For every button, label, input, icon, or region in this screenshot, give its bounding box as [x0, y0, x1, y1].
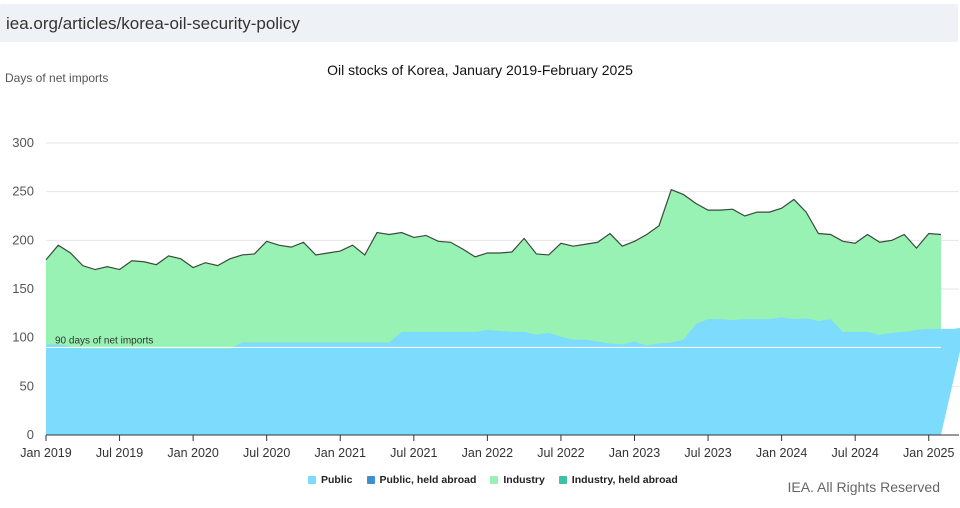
legend-label-industry-held-abroad: Industry, held abroad	[571, 474, 678, 486]
legend-label-public: Public	[321, 474, 353, 486]
legend: Public Public, held abroad Industry Indu…	[308, 474, 678, 486]
x-tick-label: Jul 2022	[537, 446, 584, 460]
x-tick-label: Jan 2024	[756, 446, 807, 460]
y-tick-label: 200	[12, 232, 34, 247]
y-tick-label: 300	[12, 135, 34, 150]
y-tick-label: 150	[12, 281, 34, 296]
y-axis-label: Days of net imports	[5, 71, 109, 85]
public-area	[46, 317, 960, 435]
x-tick-label: Jul 2020	[243, 446, 290, 460]
legend-label-industry: Industry	[503, 474, 545, 486]
legend-item-industry[interactable]: Industry	[490, 474, 545, 486]
legend-swatch-public	[308, 476, 316, 484]
y-tick-label: 0	[27, 427, 34, 442]
x-tick-label: Jan 2019	[20, 446, 71, 460]
legend-item-industry-held-abroad[interactable]: Industry, held abroad	[558, 474, 678, 486]
x-tick-label: Jul 2019	[96, 446, 143, 460]
x-tick-label: Jan 2025	[903, 446, 954, 460]
legend-item-public-held-abroad[interactable]: Public, held abroad	[366, 474, 477, 486]
legend-swatch-industry	[490, 476, 499, 484]
legend-swatch-public-held-abroad	[366, 476, 375, 484]
y-tick-label: 50	[20, 378, 34, 393]
x-tick-label: Jul 2023	[684, 446, 731, 460]
x-tick-label: Jul 2021	[390, 446, 437, 460]
x-tick-label: Jan 2022	[462, 446, 513, 460]
legend-swatch-industry-held-abroad	[558, 476, 567, 484]
credit-text: IEA. All Rights Reserved	[787, 479, 940, 495]
x-tick-label: Jul 2024	[832, 446, 879, 460]
chart-title: Oil stocks of Korea, January 2019-Februa…	[327, 62, 633, 78]
y-tick-label: 100	[12, 330, 34, 345]
legend-label-public-held-abroad: Public, held abroad	[379, 474, 477, 486]
x-tick-label: Jan 2020	[167, 446, 218, 460]
x-tick-label: Jan 2021	[315, 446, 366, 460]
x-tick-label: Jan 2023	[609, 446, 660, 460]
y-tick-label: 250	[12, 184, 34, 199]
reference-line-label: 90 days of net imports	[55, 335, 153, 346]
legend-item-public[interactable]: Public	[308, 474, 353, 486]
url-text: iea.org/articles/korea-oil-security-poli…	[6, 14, 300, 33]
industry-outline	[45, 188, 942, 271]
url-bar[interactable]: iea.org/articles/korea-oil-security-poli…	[0, 4, 958, 42]
